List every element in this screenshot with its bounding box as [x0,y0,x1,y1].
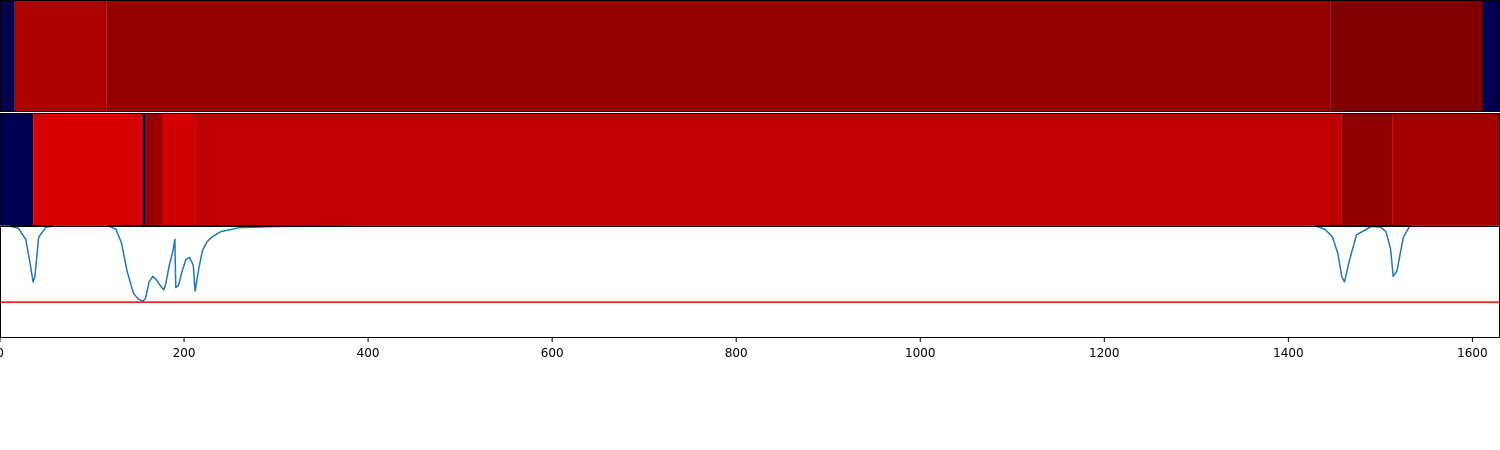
heatmap-cell-0-2 [106,0,1331,112]
heatmap-cell-1-5 [195,113,1342,226]
heatmap-cell-1-3 [145,113,162,226]
heatmap-cell-0-0 [0,0,15,112]
heatmap-cell-0-3 [1330,0,1483,112]
x-axis: 0 200 400 600 800 1000 1200 1400 1600 [0,338,1488,360]
x-tick-label-200: 200 [173,346,196,360]
heatmap-cell-0-4 [1482,0,1500,112]
heatmap-cell-0-1 [14,0,107,112]
x-tick-label-600: 600 [541,346,564,360]
x-tick-label-400: 400 [357,346,380,360]
heatmap-cell-1-6 [1341,113,1393,226]
x-tick-label-800: 800 [725,346,748,360]
x-tick-label-0: 0 [0,346,4,360]
x-tick-label-1200: 1200 [1089,346,1120,360]
heatmap-cell-1-4 [161,113,196,226]
heatmap-cell-1-7 [1392,113,1500,226]
heatmap-cell-1-0 [0,113,34,226]
heatmap-panel-top [0,0,1500,112]
x-tick-label-1400: 1400 [1273,346,1304,360]
heatmap-panel-middle [0,113,1500,226]
x-tick-label-1000: 1000 [905,346,936,360]
heatmap-cell-1-2 [142,113,146,226]
x-tick-label-1600: 1600 [1457,346,1488,360]
heatmap-cell-1-1 [33,113,143,226]
